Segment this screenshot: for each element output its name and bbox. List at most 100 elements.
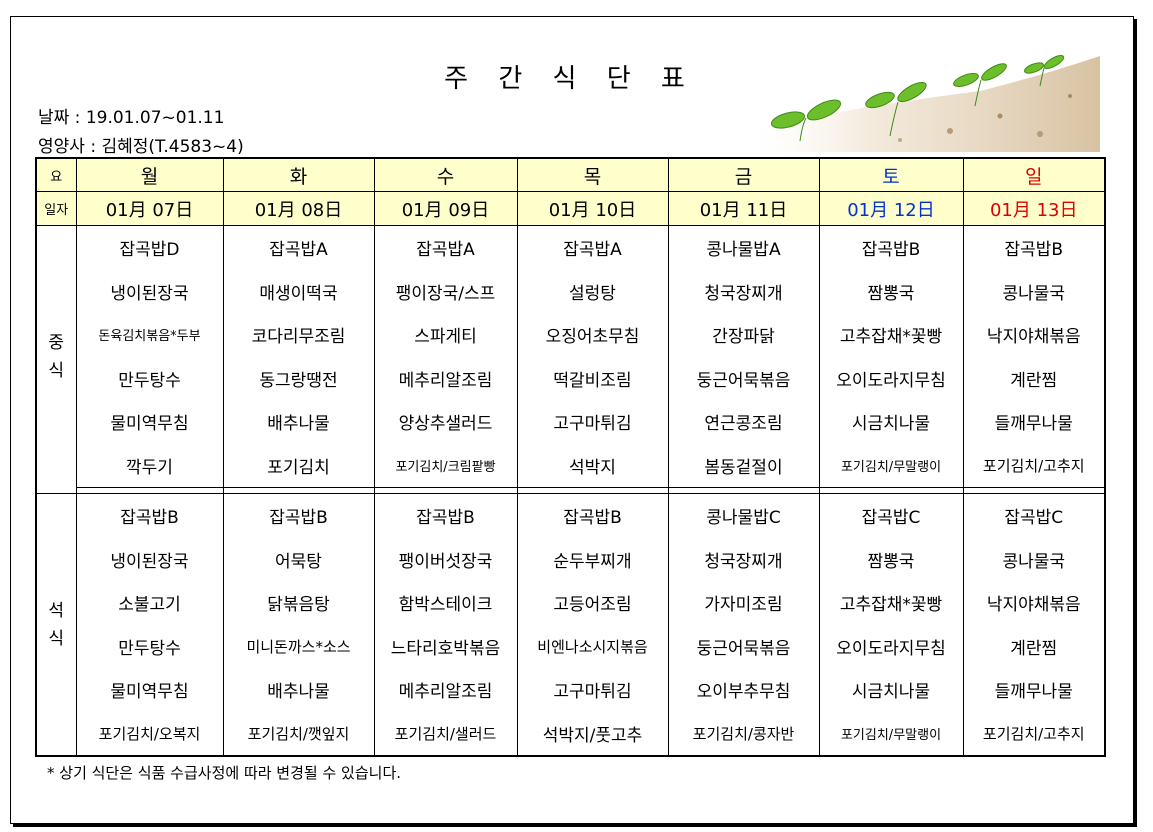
menu-item-sat: 잡곡밥B xyxy=(819,225,964,270)
lunch-menu-row: 만두탕수 동그랑땡전 메추리알조림 떡갈비조림 둥근어묵볶음 오이도라지무침 계란찜 xyxy=(36,356,1105,400)
menu-item-sun: 포기김치/고추지 xyxy=(963,443,1105,488)
dinner-label: 석 식 xyxy=(36,493,77,756)
menu-item-tue: 어묵탕 xyxy=(223,537,375,581)
menu-item-thu: 비엔나소시지볶음 xyxy=(517,624,669,668)
menu-item-wed: 잡곡밥A xyxy=(374,225,518,270)
menu-item-sun: 계란찜 xyxy=(1010,370,1058,391)
menu-item-sat: 짬뽕국 xyxy=(819,269,964,313)
menu-item-tue: 배추나물 xyxy=(223,668,375,712)
weekday-fri: 금 xyxy=(668,158,820,192)
menu-item-thu: 잡곡밥B xyxy=(517,493,669,538)
date-tue: 01月 08日 xyxy=(223,191,375,226)
menu-item-sat: 잡곡밥C xyxy=(819,493,964,538)
menu-item-fri: 포기김치/콩자반 xyxy=(668,711,820,757)
page-title: 주 간 식 단 표 xyxy=(444,64,696,94)
menu-item-fri: 오이부추무침 xyxy=(668,668,820,712)
menu-item-thu: 잡곡밥A xyxy=(517,225,669,270)
menu-item-wed: 메추리알조림 xyxy=(374,356,518,400)
weekly-menu-table: 요 월 화 수 목 금 토 일 일자 01月 07日 01月 08日 01月 0… xyxy=(35,157,1106,757)
menu-item-sat: 짬뽕국 xyxy=(819,537,964,581)
menu-item-fri: 연근콩조림 xyxy=(668,400,820,444)
date-header-row: 일자 01月 07日 01月 08日 01月 09日 01月 10日 01月 1… xyxy=(36,191,1105,226)
menu-item-thu: 순두부찌개 xyxy=(517,537,669,581)
dinner-section: 석 식 잡곡밥B 잡곡밥B 잡곡밥B 잡곡밥B 콩나물밥C 잡곡밥C 잡곡밥C 냉이된장국 어묵탕… xyxy=(36,493,1105,757)
menu-item-wed: 팽이버섯장국 xyxy=(374,537,518,581)
date-sat: 01月 12日 xyxy=(819,191,964,226)
dinner-menu-row: 포기김치/오복지 포기김치/깻잎지 포기김치/샐러드 석박지/풋고추 포기김치/콩자반 포… xyxy=(36,711,1105,757)
lunch-section: 중 식 잡곡밥D 잡곡밥A 잡곡밥A 잡곡밥A 콩나물밥A 잡곡밥B 잡곡밥B 냉이된장국 매생이… xyxy=(36,225,1105,488)
menu-item-wed: 함박스테이크 xyxy=(374,581,518,625)
weekday-mon: 월 xyxy=(76,158,224,192)
menu-item-mon: 깍두기 xyxy=(76,443,224,488)
date-label: 일자 xyxy=(36,191,77,226)
menu-item-tue: 매생이떡국 xyxy=(223,269,375,313)
weekday-thu: 목 xyxy=(517,158,669,192)
menu-item-tue: 닭볶음탕 xyxy=(223,581,375,625)
date-fri: 01月 11日 xyxy=(668,191,820,226)
menu-item-mon: 돈육김치볶음*두부 xyxy=(76,313,224,357)
date-wed: 01月 09日 xyxy=(374,191,518,226)
menu-item-thu: 석박지 xyxy=(517,443,669,488)
menu-item-fri: 청국장찌개 xyxy=(668,537,820,581)
menu-item-wed: 잡곡밥B xyxy=(374,493,518,538)
menu-item-thu: 고구마튀김 xyxy=(517,668,669,712)
weekday-sun: 일 xyxy=(963,158,1105,192)
menu-item-sun: 계란찜 xyxy=(1010,638,1058,659)
menu-item-fri: 가자미조림 xyxy=(668,581,820,625)
menu-item-tue: 잡곡밥B xyxy=(223,493,375,538)
menu-item-fri: 콩나물밥A xyxy=(668,225,820,270)
menu-item-sat: 고추잡채*꽃빵 xyxy=(819,581,964,625)
menu-item-mon: 잡곡밥B xyxy=(76,493,224,538)
menu-item-fri: 청국장찌개 xyxy=(668,269,820,313)
menu-item-mon: 냉이된장국 xyxy=(76,269,224,313)
menu-item-mon: 만두탕수 xyxy=(76,624,224,668)
menu-item-mon: 소불고기 xyxy=(76,581,224,625)
menu-item-tue: 포기김치/깻잎지 xyxy=(223,711,375,757)
menu-item-sun: 잡곡밥B xyxy=(1004,240,1064,261)
menu-item-tue: 코다리무조림 xyxy=(223,313,375,357)
menu-item-tue: 미니돈까스*소스 xyxy=(223,624,375,668)
menu-item-mon: 포기김치/오복지 xyxy=(76,711,224,757)
menu-item-fri: 간장파닭 xyxy=(668,313,820,357)
menu-item-wed: 팽이장국/스프 xyxy=(374,269,518,313)
menu-item-sat: 포기김치/무말랭이 xyxy=(819,711,964,757)
menu-item-fri: 콩나물밥C xyxy=(668,493,820,538)
menu-item-fri: 둥근어묵볶음 xyxy=(668,356,820,400)
dinner-menu-row: 물미역무침 배추나물 메추리알조림 고구마튀김 오이부추무침 시금치나물 들깨무나물 xyxy=(36,668,1105,712)
day-label: 요 xyxy=(36,158,77,192)
dietitian-info: 영양사 : 김혜정(T.4583~4) xyxy=(38,137,244,157)
menu-item-tue: 배추나물 xyxy=(223,400,375,444)
menu-item-thu: 오징어초무침 xyxy=(517,313,669,357)
menu-item-mon: 만두탕수 xyxy=(76,356,224,400)
lunch-menu-row: 물미역무침 배추나물 양상추샐러드 고구마튀김 연근콩조림 시금치나물 들깨무나물 xyxy=(36,400,1105,444)
menu-item-sat: 오이도라지무침 xyxy=(819,356,964,400)
menu-item-fri: 봄동겉절이 xyxy=(668,443,820,488)
menu-item-tue: 동그랑땡전 xyxy=(223,356,375,400)
date-thu: 01月 10日 xyxy=(517,191,669,226)
menu-item-thu: 떡갈비조림 xyxy=(517,356,669,400)
menu-item-sun: 낙지야채볶음 xyxy=(986,595,1081,616)
date-mon: 01月 07日 xyxy=(76,191,224,226)
date-range: 날짜 : 19.01.07~01.11 xyxy=(38,108,225,128)
menu-item-tue: 잡곡밥A xyxy=(223,225,375,270)
menu-item-wed: 스파게티 xyxy=(374,313,518,357)
seedling-illustration xyxy=(740,55,1100,152)
menu-item-wed: 포기김치/샐러드 xyxy=(374,711,518,757)
menu-item-mon: 잡곡밥D xyxy=(76,225,224,270)
menu-item-sun: 포기김치/고추지 xyxy=(963,711,1105,757)
menu-item-mon: 냉이된장국 xyxy=(76,537,224,581)
lunch-menu-row: 돈육김치볶음*두부 코다리무조림 스파게티 오징어초무침 간장파닭 고추잡채*꽃빵 낙지야채… xyxy=(36,313,1105,357)
menu-item-sun: 잡곡밥C xyxy=(1004,508,1064,529)
menu-item-sun: 들깨무나물 xyxy=(994,414,1073,435)
menu-item-sun: 낙지야채볶음 xyxy=(986,327,1081,348)
lunch-menu-row: 중 식 잡곡밥D 잡곡밥A 잡곡밥A 잡곡밥A 콩나물밥A 잡곡밥B 잡곡밥B xyxy=(36,225,1105,488)
dinner-menu-row: 석 식 잡곡밥B 잡곡밥B 잡곡밥B 잡곡밥B 콩나물밥C 잡곡밥C 잡곡밥C xyxy=(36,493,1105,756)
dinner-menu-row: 소불고기 닭볶음탕 함박스테이크 고등어조림 가자미조림 고추잡채*꽃빵 낙지야채볶음 xyxy=(36,581,1105,625)
menu-item-wed: 메추리알조림 xyxy=(374,668,518,712)
menu-item-wed: 느타리호박볶음 xyxy=(374,624,518,668)
menu-item-mon: 물미역무침 xyxy=(76,668,224,712)
menu-item-tue: 포기김치 xyxy=(223,443,375,488)
section-divider xyxy=(36,487,1105,494)
menu-item-fri: 둥근어묵볶음 xyxy=(668,624,820,668)
weekday-wed: 수 xyxy=(374,158,518,192)
